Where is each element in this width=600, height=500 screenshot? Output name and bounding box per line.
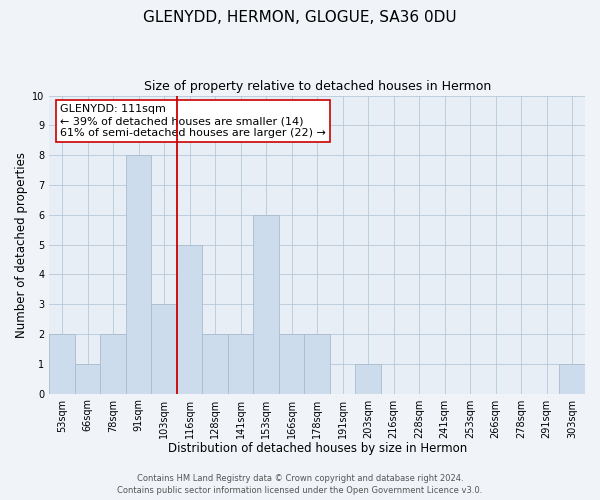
Bar — [202, 334, 228, 394]
Bar — [253, 215, 279, 394]
Title: Size of property relative to detached houses in Hermon: Size of property relative to detached ho… — [143, 80, 491, 93]
Bar — [126, 155, 151, 394]
Bar — [279, 334, 304, 394]
Bar — [228, 334, 253, 394]
Bar — [49, 334, 75, 394]
Bar — [304, 334, 330, 394]
Bar — [100, 334, 126, 394]
X-axis label: Distribution of detached houses by size in Hermon: Distribution of detached houses by size … — [167, 442, 467, 455]
Text: Contains HM Land Registry data © Crown copyright and database right 2024.
Contai: Contains HM Land Registry data © Crown c… — [118, 474, 482, 495]
Bar — [559, 364, 585, 394]
Bar — [355, 364, 381, 394]
Text: GLENYDD: 111sqm
← 39% of detached houses are smaller (14)
61% of semi-detached h: GLENYDD: 111sqm ← 39% of detached houses… — [60, 104, 326, 138]
Text: GLENYDD, HERMON, GLOGUE, SA36 0DU: GLENYDD, HERMON, GLOGUE, SA36 0DU — [143, 10, 457, 25]
Y-axis label: Number of detached properties: Number of detached properties — [15, 152, 28, 338]
Bar — [75, 364, 100, 394]
Bar — [177, 244, 202, 394]
Bar — [151, 304, 177, 394]
